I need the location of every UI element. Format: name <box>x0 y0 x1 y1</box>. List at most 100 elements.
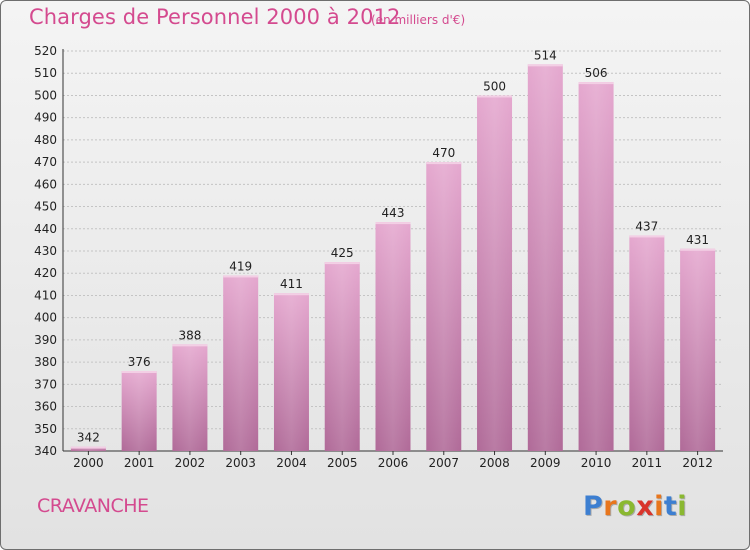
bar-top-highlight <box>172 344 208 347</box>
bar-shine <box>121 371 157 451</box>
y-tick-label: 420 <box>34 266 57 280</box>
bar-shine <box>223 275 259 451</box>
bar-shine <box>375 222 411 451</box>
bar-2005 <box>324 262 360 451</box>
chart-subtitle: (en milliers d'€) <box>371 13 466 27</box>
y-tick-label: 400 <box>34 311 57 325</box>
x-tick-labels: 2000 2001 2002 2003 2004 2005 2006 2007 2008 2009… <box>73 456 713 470</box>
bar-2012 <box>680 248 716 451</box>
x-tick-label: 2008 <box>479 456 510 470</box>
value-label: 431 <box>686 233 709 247</box>
y-tick-label: 380 <box>34 355 57 369</box>
y-tick-label: 390 <box>34 333 57 347</box>
logo-letter: o <box>617 491 637 522</box>
x-tick-label: 2009 <box>530 456 561 470</box>
proxiti-logo: Proxiti <box>583 491 687 522</box>
bar-top-highlight <box>578 82 614 85</box>
bar-shine <box>324 262 360 451</box>
value-label: 443 <box>382 206 405 220</box>
y-tick-label: 450 <box>34 200 57 214</box>
bar-2003 <box>223 275 259 451</box>
logo-letter: i <box>677 491 688 522</box>
bar-2000 <box>70 446 106 451</box>
y-tick-label: 440 <box>34 222 57 236</box>
bar-top-highlight <box>121 371 157 373</box>
value-label: 506 <box>585 66 608 80</box>
x-tick-label: 2006 <box>378 456 409 470</box>
value-label: 342 <box>77 431 100 445</box>
bar-2001 <box>121 371 157 451</box>
x-tick-label: 2010 <box>581 456 612 470</box>
bar-top-highlight <box>629 235 665 238</box>
y-tick-label: 430 <box>34 244 57 258</box>
y-tick-labels: 340 350 360 370 380 390 400 410 420 430 440 450 460 4… <box>34 44 57 458</box>
bar-shine <box>578 82 614 451</box>
y-tick-label: 480 <box>34 133 57 147</box>
x-tick-label: 2012 <box>682 456 713 470</box>
bar-top-highlight <box>324 262 360 265</box>
bar-top-highlight <box>375 222 411 225</box>
bar-2004 <box>273 293 309 451</box>
x-tick-label: 2000 <box>73 456 104 470</box>
y-tick-label: 460 <box>34 177 57 191</box>
y-tick-label: 370 <box>34 377 57 391</box>
bar-2007 <box>426 162 462 451</box>
bar-shine <box>629 235 665 451</box>
logo-letter: P <box>583 491 604 522</box>
bar-top-highlight <box>477 95 513 98</box>
y-tick-label: 490 <box>34 111 57 125</box>
y-tick-label: 520 <box>34 44 57 58</box>
bar-2008 <box>477 95 513 451</box>
bar-top-highlight <box>680 248 716 251</box>
value-label: 411 <box>280 277 303 291</box>
x-tick-label: 2007 <box>428 456 459 470</box>
bar-2009 <box>527 64 563 452</box>
bar-top-highlight <box>70 446 106 449</box>
x-tick-label: 2004 <box>276 456 307 470</box>
y-tick-label: 500 <box>34 88 57 102</box>
bar-top-highlight <box>223 275 259 278</box>
x-tick-label: 2001 <box>124 456 155 470</box>
value-label: 425 <box>331 246 354 260</box>
logo-letter: i <box>654 491 664 522</box>
bar-2002 <box>172 344 208 451</box>
logo-letter: t <box>663 491 678 522</box>
x-tick-label: 2011 <box>632 456 663 470</box>
chart-title: Charges de Personnel 2000 à 2012 <box>29 5 401 29</box>
bar-top-highlight <box>527 64 563 67</box>
value-label: 419 <box>229 259 252 273</box>
bar-shine <box>477 95 513 451</box>
bar-shine <box>172 344 208 451</box>
x-tick-label: 2003 <box>225 456 256 470</box>
y-tick-label: 340 <box>34 444 57 458</box>
bar-shine <box>70 446 106 451</box>
value-label: 388 <box>178 328 201 342</box>
bar-2011 <box>629 235 665 451</box>
value-label: 470 <box>432 146 455 160</box>
bar-shine <box>273 293 309 451</box>
bar-shine <box>527 64 563 452</box>
y-tick-label: 470 <box>34 155 57 169</box>
x-tick-label: 2002 <box>175 456 206 470</box>
bar-top-highlight <box>273 293 309 296</box>
y-tick-label: 410 <box>34 288 57 302</box>
bar-2006 <box>375 222 411 451</box>
value-label: 437 <box>635 219 658 233</box>
value-labels: 342 376 388 419 411 425 443 470 500 514 506 437 431 <box>77 48 709 444</box>
logo-letter: x <box>636 491 655 522</box>
bar-shine <box>680 248 716 451</box>
value-label: 376 <box>128 355 151 369</box>
bars <box>70 64 716 452</box>
x-tick-label: 2005 <box>327 456 358 470</box>
bar-shine <box>426 162 462 451</box>
bar-2010 <box>578 82 614 451</box>
y-tick-label: 350 <box>34 422 57 436</box>
bar-top-highlight <box>426 162 462 165</box>
commune-name: CRAVANCHE <box>37 495 149 517</box>
value-label: 500 <box>483 79 506 93</box>
value-label: 514 <box>534 48 557 62</box>
y-tick-label: 360 <box>34 400 57 414</box>
y-tick-label: 510 <box>34 66 57 80</box>
